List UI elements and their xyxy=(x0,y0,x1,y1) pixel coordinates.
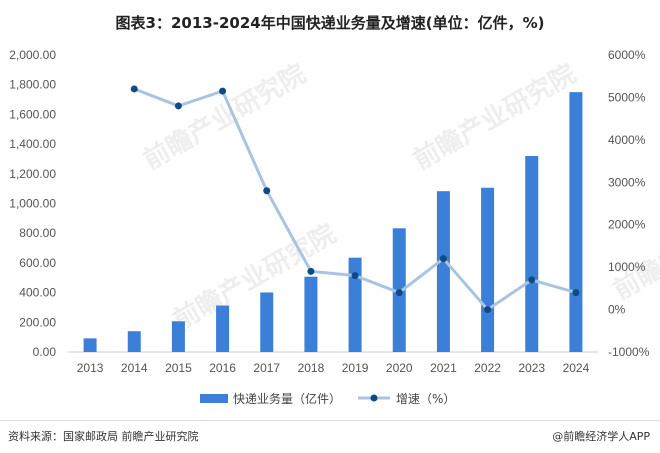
left-axis-tick: 1,200.00 xyxy=(9,167,56,181)
x-axis-tick: 2019 xyxy=(342,361,369,375)
bar-2024 xyxy=(569,92,583,352)
bar-2014 xyxy=(127,331,141,352)
growth-point-2016 xyxy=(219,87,227,95)
legend-line-label: 增速（%） xyxy=(396,392,455,406)
watermark: 前瞻产业研究院 xyxy=(408,58,581,176)
x-axis-tick: 2021 xyxy=(430,361,457,375)
x-axis-tick: 2016 xyxy=(209,361,236,375)
bar-2023 xyxy=(525,155,539,352)
x-axis-tick: 2022 xyxy=(474,361,501,375)
left-axis-tick: 1,800.00 xyxy=(9,78,56,92)
growth-point-2024 xyxy=(572,289,580,297)
bar-2017 xyxy=(260,292,274,352)
x-axis-tick: 2023 xyxy=(518,361,545,375)
growth-point-2020 xyxy=(395,289,403,297)
right-axis-tick: 1000% xyxy=(608,260,646,274)
left-axis-tick: 800.00 xyxy=(19,226,56,240)
growth-point-2018 xyxy=(307,267,315,275)
chart-title: 图表3：2013-2024年中国快递业务量及增速(单位：亿件，%) xyxy=(115,14,545,32)
left-axis-tick: 600.00 xyxy=(19,256,56,270)
left-axis-tick: 1,000.00 xyxy=(9,197,56,211)
x-axis-tick: 2015 xyxy=(165,361,192,375)
x-axis-tick: 2018 xyxy=(298,361,325,375)
bar-2018 xyxy=(304,276,318,352)
right-axis-tick: 4000% xyxy=(608,133,646,147)
bar-2022 xyxy=(481,187,495,352)
growth-point-2017 xyxy=(263,187,271,195)
left-axis-tick: 0.00 xyxy=(33,345,57,359)
bar-2019 xyxy=(348,257,362,352)
right-axis-tick: -1000% xyxy=(608,345,650,359)
right-axis-tick: 3000% xyxy=(608,175,646,189)
left-axis-tick: 400.00 xyxy=(19,286,56,300)
divider xyxy=(0,420,660,421)
growth-point-2015 xyxy=(174,102,182,110)
watermark: 前瞻产业研究院 xyxy=(608,188,660,306)
right-axis-tick: 0% xyxy=(608,303,626,317)
legend-line-marker xyxy=(370,394,378,402)
brand-label: @前瞻经济学人APP xyxy=(552,430,650,443)
watermark: 前瞻产业研究院 xyxy=(138,58,311,176)
bar-2021 xyxy=(436,191,450,352)
legend-bar-label: 快递业务量（亿件） xyxy=(233,391,341,406)
bar-2013 xyxy=(83,338,97,352)
left-axis-tick: 1,400.00 xyxy=(9,137,56,151)
x-axis-tick: 2014 xyxy=(121,361,148,375)
source-note: 资料来源：国家邮政局 前瞻产业研究院 xyxy=(8,430,199,443)
x-axis-tick: 2024 xyxy=(563,361,590,375)
left-axis-tick: 200.00 xyxy=(19,315,56,329)
x-axis-tick: 2013 xyxy=(77,361,104,375)
x-axis-tick: 2020 xyxy=(386,361,413,375)
x-axis-tick: 2017 xyxy=(253,361,280,375)
growth-point-2019 xyxy=(351,272,359,280)
growth-point-2014 xyxy=(130,85,138,93)
right-axis-tick: 5000% xyxy=(608,90,646,104)
bar-2016 xyxy=(216,305,230,352)
right-axis-tick: 6000% xyxy=(608,48,646,62)
growth-point-2023 xyxy=(528,276,536,284)
bar-2015 xyxy=(171,321,185,352)
right-axis-tick: 2000% xyxy=(608,218,646,232)
left-axis-tick: 2,000.00 xyxy=(9,48,56,62)
legend-bar-swatch xyxy=(200,394,228,403)
growth-point-2021 xyxy=(439,255,447,263)
left-axis-tick: 1,600.00 xyxy=(9,107,56,121)
growth-point-2022 xyxy=(484,306,492,314)
